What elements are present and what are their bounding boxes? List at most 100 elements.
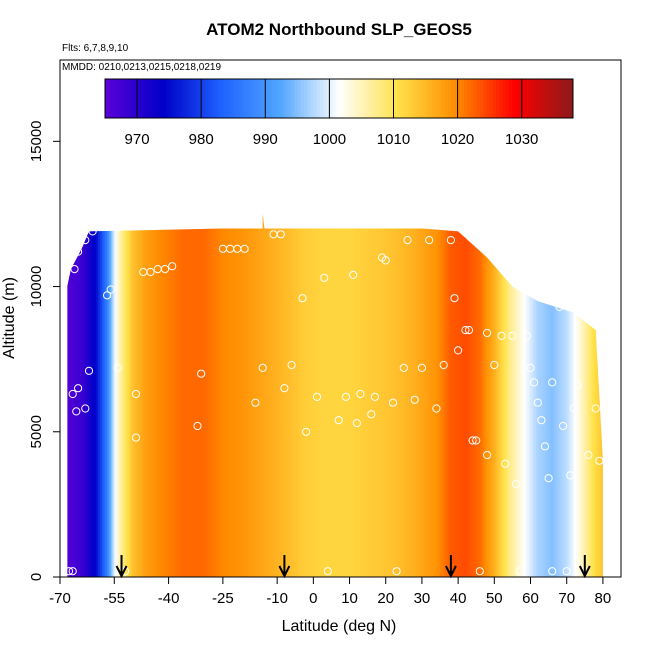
- heatmap-cell: [313, 213, 316, 577]
- colorbar-segment: [326, 79, 330, 118]
- heatmap-cell: [179, 213, 182, 577]
- heatmap-cell: [222, 213, 226, 577]
- heatmap-cell: [157, 213, 161, 577]
- colorbar-segment: [496, 79, 500, 118]
- heatmap-cell: [150, 213, 153, 577]
- heatmap-cell: [409, 213, 412, 577]
- flight-point: [74, 384, 83, 393]
- heatmap-cell: [128, 213, 132, 577]
- heatmap-cell: [204, 213, 208, 577]
- heatmap-cell: [297, 213, 300, 577]
- heatmap-cell: [427, 213, 430, 577]
- colorbar-segment: [143, 79, 148, 118]
- heatmap-cell: [512, 213, 515, 577]
- heatmap-cell: [309, 213, 313, 577]
- heatmap-cell: [539, 213, 542, 577]
- colorbar-segment: [444, 79, 449, 118]
- flight-point: [356, 389, 365, 399]
- heatmap-cell: [445, 213, 448, 577]
- colorbar-segment: [355, 79, 359, 118]
- heatmap-cell: [365, 213, 369, 577]
- colorbar-segment: [412, 79, 417, 118]
- heatmap-cell: [259, 213, 262, 577]
- heatmap-cell: [248, 213, 251, 577]
- flight-point: [511, 480, 521, 489]
- heatmap-cell: [67, 213, 70, 577]
- heatmap-cell: [485, 213, 488, 577]
- heatmap-cell: [597, 213, 600, 577]
- heatmap-cell: [79, 213, 83, 577]
- chart-title: ATOM2 Northbound SLP_GEOS5: [206, 20, 472, 39]
- heatmap-cell: [552, 213, 555, 577]
- colorbar-segment: [380, 79, 385, 118]
- heatmap-cell: [423, 213, 427, 577]
- flight-point: [584, 450, 593, 460]
- flight-point: [251, 398, 260, 407]
- colorbar-segment: [428, 79, 433, 118]
- heatmap-cell: [269, 213, 273, 577]
- colorbar-segment: [351, 79, 356, 118]
- colorbar-segment: [169, 79, 173, 118]
- flight-point: [439, 360, 448, 370]
- heatmap-cell: [193, 213, 197, 577]
- flight-point: [131, 433, 141, 442]
- heatmap-cell: [380, 213, 383, 577]
- heatmap-cell: [506, 213, 510, 577]
- heatmap-cell: [414, 213, 418, 577]
- colorbar-segment: [137, 79, 141, 118]
- heatmap-cell: [237, 213, 240, 577]
- heatmap-cell: [302, 213, 305, 577]
- heatmap-cell: [554, 213, 557, 577]
- colorbar-segment: [348, 79, 353, 118]
- colorbar-segment: [371, 79, 375, 118]
- heatmap-cell: [116, 213, 119, 577]
- heatmap-cell: [340, 213, 343, 577]
- flight-points: [64, 227, 604, 576]
- flight-point: [555, 302, 564, 311]
- heatmap-cell: [541, 213, 544, 577]
- colorbar-segment: [486, 79, 491, 118]
- flight-arrow-head: [444, 565, 457, 579]
- heatmap-cell: [213, 213, 217, 577]
- colorbar-segment: [249, 79, 253, 118]
- colorbar-segment: [464, 79, 468, 118]
- flight-point: [537, 416, 546, 425]
- x-tick-label: 0: [309, 590, 317, 607]
- colorbar-segment: [335, 79, 340, 118]
- flight-point: [334, 416, 343, 425]
- heatmap-cell: [566, 213, 570, 577]
- colorbar-segment: [149, 79, 154, 118]
- heatmap-cell: [383, 213, 387, 577]
- flight-point: [432, 404, 441, 413]
- colorbar-segment: [194, 79, 199, 118]
- colorbar-segment: [540, 79, 545, 118]
- colorbar-segment: [255, 79, 260, 118]
- heatmap-cell: [570, 213, 573, 577]
- colorbar-segment: [124, 79, 128, 118]
- colorbar-segment: [213, 79, 218, 118]
- heatmap-cell: [478, 213, 481, 577]
- heatmap-cell: [420, 213, 423, 577]
- colorbar-segment: [217, 79, 221, 118]
- heatmap-cell: [492, 213, 495, 577]
- heatmap-cell: [336, 213, 340, 577]
- y-axis-label: Altitude (m): [1, 277, 18, 359]
- colorbar-segment: [146, 79, 151, 118]
- heatmap-cell: [476, 213, 479, 577]
- flight-point: [68, 389, 77, 399]
- colorbar-segment: [528, 79, 532, 118]
- flight-point: [573, 381, 582, 390]
- colorbar-segment: [550, 79, 555, 118]
- heatmap-cell: [132, 213, 135, 577]
- heatmap-cell: [329, 213, 333, 577]
- colorbar: [104, 78, 574, 119]
- colorbar-segment: [278, 79, 282, 118]
- heatmap-cell: [456, 213, 459, 577]
- colorbar-segment: [207, 79, 212, 118]
- colorbar-segment: [162, 79, 167, 118]
- x-tick-label: 50: [486, 590, 503, 607]
- heatmap-cell: [458, 213, 461, 577]
- heatmap-cell: [461, 213, 465, 577]
- heatmap-cell: [561, 213, 564, 577]
- colorbar-segment: [303, 79, 308, 118]
